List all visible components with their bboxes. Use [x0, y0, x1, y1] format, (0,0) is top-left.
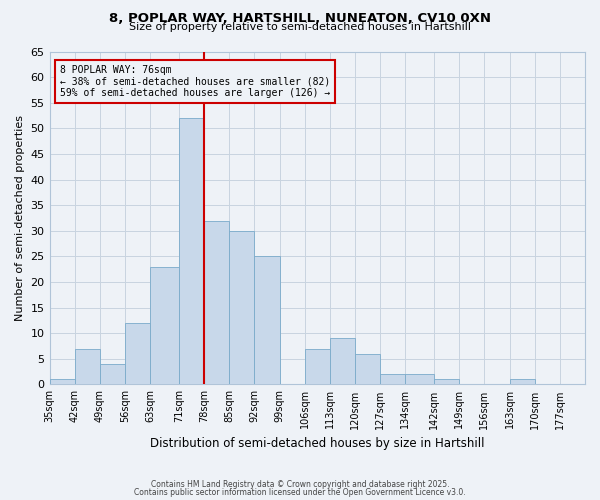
Bar [150, 266, 179, 384]
Bar [125, 323, 150, 384]
Text: Contains HM Land Registry data © Crown copyright and database right 2025.: Contains HM Land Registry data © Crown c… [151, 480, 449, 489]
Bar [509, 380, 535, 384]
Text: 8, POPLAR WAY, HARTSHILL, NUNEATON, CV10 0XN: 8, POPLAR WAY, HARTSHILL, NUNEATON, CV10… [109, 12, 491, 24]
Bar [100, 364, 125, 384]
Bar [179, 118, 204, 384]
Text: Contains public sector information licensed under the Open Government Licence v3: Contains public sector information licen… [134, 488, 466, 497]
X-axis label: Distribution of semi-detached houses by size in Hartshill: Distribution of semi-detached houses by … [150, 437, 485, 450]
Bar [330, 338, 355, 384]
Bar [204, 220, 229, 384]
Bar [254, 256, 280, 384]
Text: Size of property relative to semi-detached houses in Hartshill: Size of property relative to semi-detach… [129, 22, 471, 32]
Bar [380, 374, 406, 384]
Bar [355, 354, 380, 384]
Bar [74, 348, 100, 384]
Bar [50, 380, 74, 384]
Bar [229, 231, 254, 384]
Bar [406, 374, 434, 384]
Bar [305, 348, 330, 384]
Text: 8 POPLAR WAY: 76sqm
← 38% of semi-detached houses are smaller (82)
59% of semi-d: 8 POPLAR WAY: 76sqm ← 38% of semi-detach… [60, 65, 331, 98]
Y-axis label: Number of semi-detached properties: Number of semi-detached properties [15, 115, 25, 321]
Bar [434, 380, 459, 384]
